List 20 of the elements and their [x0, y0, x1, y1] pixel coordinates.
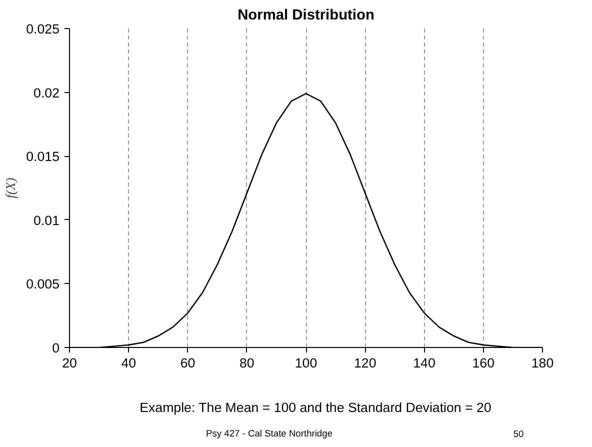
x-tick-label: 60	[180, 356, 196, 370]
x-tick-label: 20	[62, 356, 77, 370]
chart-title: Normal Distribution	[238, 8, 374, 24]
y-tick-label: 0.005	[26, 276, 60, 292]
y-tick-label: 0.015	[26, 149, 60, 164]
y-tick-label: 0.02	[34, 85, 60, 100]
x-tick-label: 100	[294, 356, 318, 370]
y-axis-title: f(X)	[3, 177, 18, 198]
x-tick-label: 140	[413, 356, 436, 370]
x-tick-label: 120	[354, 356, 376, 370]
text: Psy 427 - Cal State Northridge	[206, 428, 333, 438]
text: Example: The Mean = 100 and the Standard Deviation = 20	[140, 400, 492, 415]
text: 50	[513, 429, 524, 439]
y-tick-label: 0.01	[34, 212, 60, 228]
x-tick-label: 160	[472, 356, 495, 370]
y-tick-label: 0.025	[26, 22, 60, 36]
x-tick-label: 180	[531, 356, 554, 370]
x-tick-label: 40	[121, 356, 136, 370]
y-tick-label: 0	[52, 340, 60, 356]
x-tick-label: 80	[239, 356, 254, 370]
